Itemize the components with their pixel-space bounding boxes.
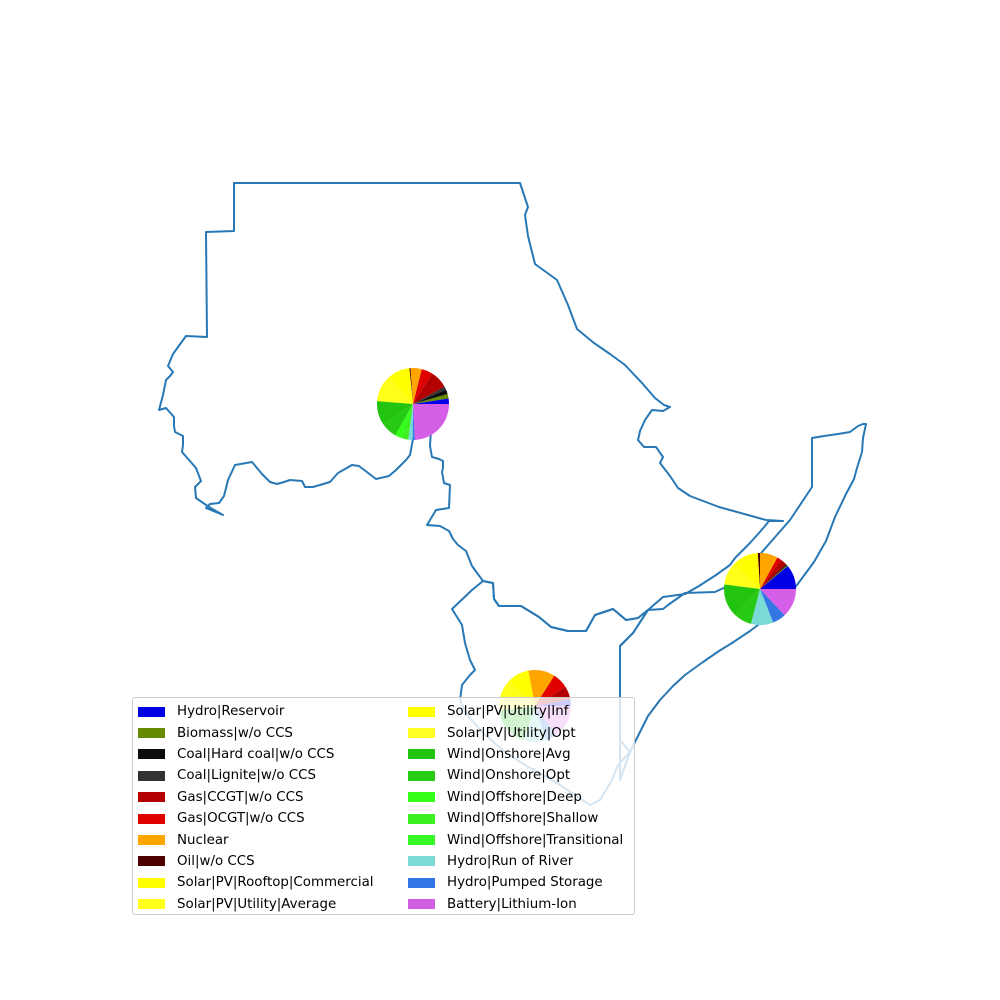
legend-item: Solar|PV|Rooftop|Commercial <box>138 872 408 893</box>
legend-swatch <box>138 728 165 739</box>
pie-slice <box>413 373 445 404</box>
pie-slice <box>735 589 760 624</box>
pie-slice <box>413 404 449 440</box>
legend-label: Wind|Offshore|Deep <box>447 789 582 805</box>
pie-slice <box>388 368 413 404</box>
legend-swatch <box>138 856 165 867</box>
pie-slice <box>528 669 555 706</box>
legend-label: Hydro|Pumped Storage <box>447 875 603 891</box>
pie-chart-somalia <box>724 553 796 626</box>
legend-item: Coal|Lignite|w/o CCS <box>138 765 408 786</box>
legend-label: Wind|Onshore|Opt <box>447 768 571 784</box>
legend-item: Oil|w/o CCS <box>138 851 408 872</box>
pie-slice <box>724 584 760 616</box>
legend-item: Hydro|Pumped Storage <box>408 872 638 893</box>
pie-slice <box>760 559 787 589</box>
legend-label: Nuclear <box>177 832 229 848</box>
legend-label: Solar|PV|Utility|Opt <box>447 725 576 741</box>
pie-slice <box>760 589 796 616</box>
pie-slice <box>377 401 413 425</box>
region-outline-somalia <box>619 423 867 781</box>
pie-slice <box>413 398 449 404</box>
pie-chart-sudan <box>377 367 449 440</box>
legend-item: Gas|OCGT|w/o CCS <box>138 808 408 829</box>
legend-label: Solar|PV|Utility|Average <box>177 896 337 912</box>
pie-slice <box>412 404 415 440</box>
pie-slice <box>377 377 413 404</box>
legend-label: Gas|OCGT|w/o CCS <box>177 811 305 827</box>
legend-item: Solar|PV|Utility|Average <box>138 894 408 915</box>
legend-label: Wind|Onshore|Avg <box>447 746 571 762</box>
legend-item: Gas|CCGT|w/o CCS <box>138 787 408 808</box>
legend-swatch <box>408 877 435 888</box>
pie-slice <box>395 404 413 439</box>
pie-slice <box>413 386 447 404</box>
legend-item: Wind|Offshore|Shallow <box>408 808 638 829</box>
legend-swatch <box>138 813 165 824</box>
pie-slice <box>760 565 788 589</box>
legend-item: Wind|Onshore|Avg <box>408 744 638 765</box>
legend-label: Wind|Offshore|Transitional <box>447 832 624 848</box>
legend-label: Hydro|Reservoir <box>177 704 285 720</box>
legend-item: Wind|Onshore|Opt <box>408 765 638 786</box>
legend-item: Coal|Hard coal|w/o CCS <box>138 744 408 765</box>
legend-item: Wind|Offshore|Deep <box>408 787 638 808</box>
legend-swatch <box>138 835 165 846</box>
pie-slice <box>760 557 782 589</box>
pie-slice <box>757 553 760 589</box>
pie-slice <box>413 389 448 404</box>
legend-item: Solar|PV|Utility|Opt <box>408 722 638 743</box>
legend-label: Oil|w/o CCS <box>177 853 255 869</box>
legend-item: Hydro|Run of River <box>408 851 638 872</box>
legend-item: Nuclear <box>138 829 408 850</box>
pie-slice <box>760 566 796 589</box>
pie-slice <box>760 564 788 589</box>
pie-slice <box>383 404 413 436</box>
legend-label: Biomass|w/o CCS <box>177 725 293 741</box>
pie-slice <box>751 589 774 626</box>
legend-label: Hydro|Run of River <box>447 853 574 869</box>
legend-swatch <box>408 706 435 717</box>
legend-swatch <box>138 749 165 760</box>
legend-swatch <box>408 813 435 824</box>
pie-slice <box>413 393 449 404</box>
legend-item: Wind|Offshore|Transitional <box>408 829 638 850</box>
legend-label: Coal|Lignite|w/o CCS <box>177 768 316 784</box>
legend-label: Battery|Lithium-Ion <box>447 896 577 912</box>
legend-item: Biomass|w/o CCS <box>138 722 408 743</box>
legend-label: Solar|PV|Utility|Inf <box>447 704 569 720</box>
region-outline-sudan <box>158 182 784 632</box>
legend-swatch <box>138 770 165 781</box>
pie-slice <box>760 553 778 589</box>
legend-label: Solar|PV|Rooftop|Commercial <box>177 875 374 891</box>
pie-slice <box>409 368 413 404</box>
legend-swatch <box>408 792 435 803</box>
legend-item: Hydro|Reservoir <box>138 701 408 722</box>
pie-slice <box>408 404 413 440</box>
legend-item: Battery|Lithium-Ion <box>408 894 638 915</box>
pie-slice <box>724 564 760 589</box>
legend-swatch <box>408 728 435 739</box>
pie-slice <box>733 553 760 589</box>
legend-swatch <box>408 770 435 781</box>
pie-slice <box>413 369 433 404</box>
legend-swatch <box>408 835 435 846</box>
legend-swatch <box>138 899 165 910</box>
legend-swatch <box>408 749 435 760</box>
legend: Hydro|Reservoir Biomass|w/o CCS Coal|Hard … <box>132 697 635 915</box>
legend-swatch <box>138 792 165 803</box>
legend-swatch <box>138 706 165 717</box>
pie-slice <box>401 404 413 440</box>
pie-slice <box>760 589 785 623</box>
legend-label: Gas|CCGT|w/o CCS <box>177 789 304 805</box>
pie-charts-layer <box>377 367 796 743</box>
legend-swatch <box>138 877 165 888</box>
pie-slice <box>410 367 422 404</box>
legend-item: Solar|PV|Utility|Inf <box>408 701 638 722</box>
legend-label: Coal|Hard coal|w/o CCS <box>177 746 335 762</box>
legend-label: Wind|Offshore|Shallow <box>447 811 599 827</box>
legend-swatch <box>408 856 435 867</box>
legend-swatch <box>408 899 435 910</box>
